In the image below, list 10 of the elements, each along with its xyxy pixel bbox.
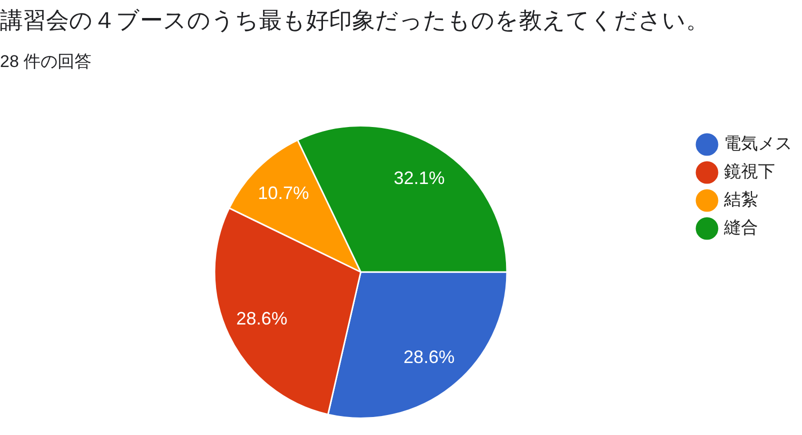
data-label: 28.6% bbox=[404, 346, 455, 367]
data-label: 10.7% bbox=[258, 183, 309, 204]
data-label: 28.6% bbox=[236, 308, 288, 328]
legend-label: 鏡視下 bbox=[724, 162, 775, 182]
data-label: 32.1% bbox=[394, 168, 445, 188]
legend-label: 縫合 bbox=[723, 218, 758, 238]
text: 28 件の回答 bbox=[0, 51, 92, 73]
legend-label: 電気メス bbox=[724, 134, 792, 154]
chart-title: 講習会の４ブースのうち最も好印象だったものを教えてください。 bbox=[0, 6, 709, 35]
legend-label: 結紮 bbox=[723, 190, 758, 210]
